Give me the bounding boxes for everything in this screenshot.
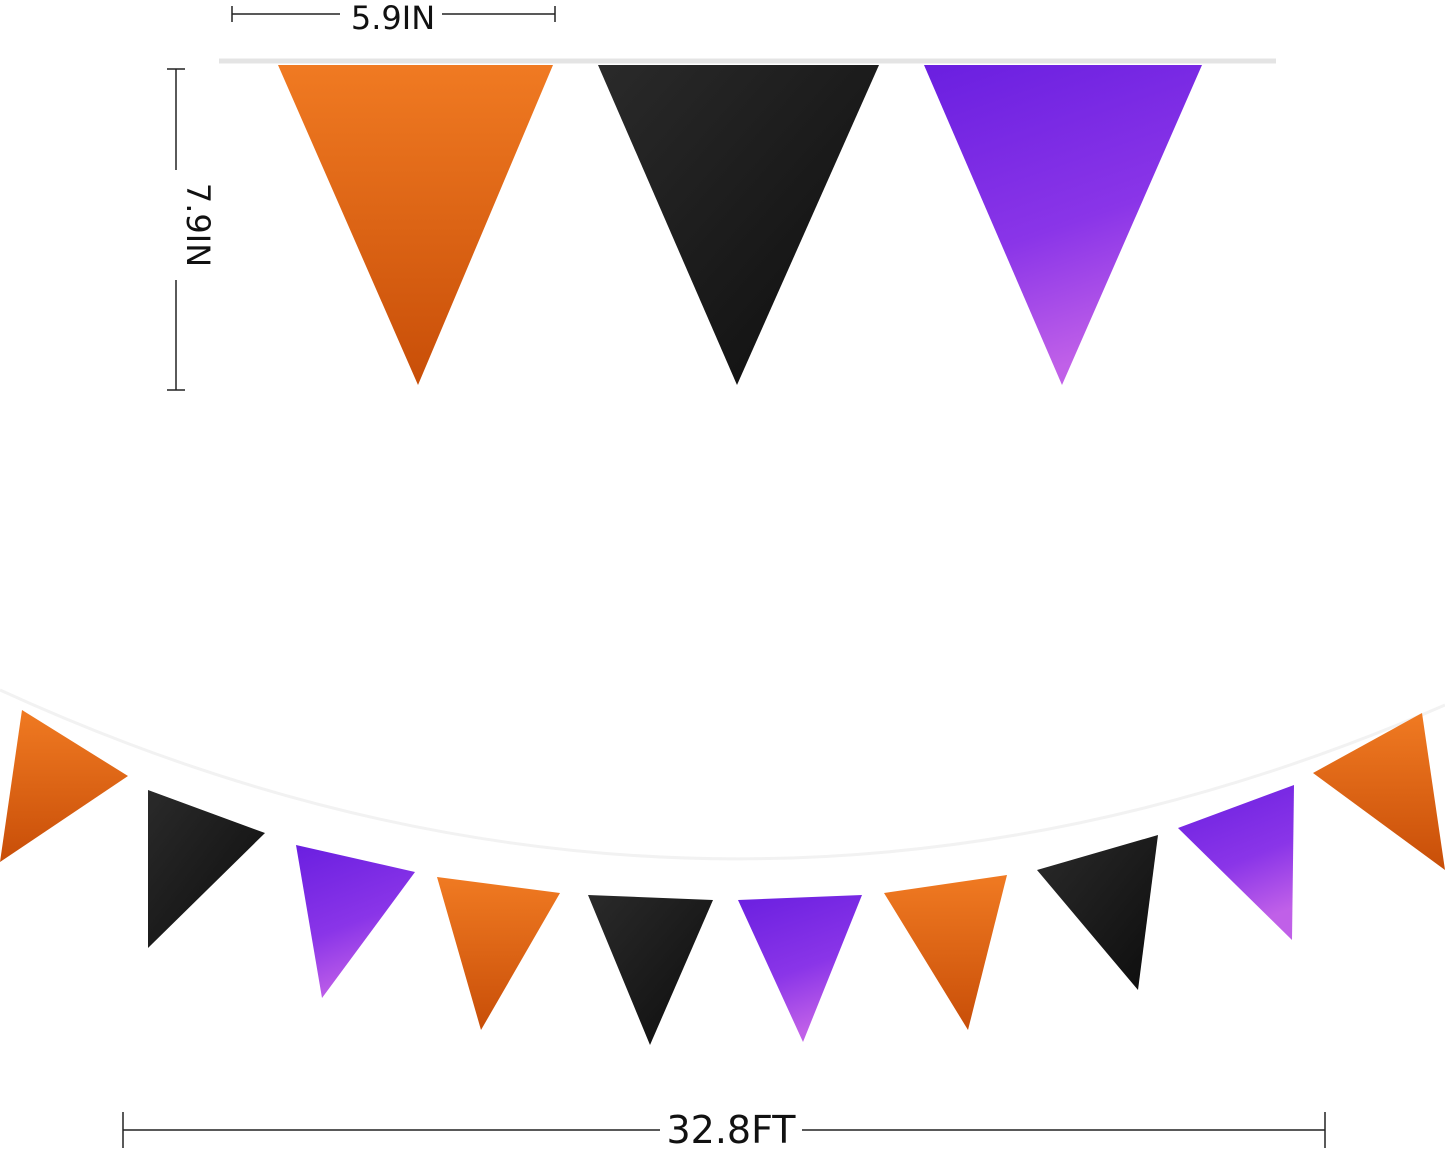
height-label: 7.9IN bbox=[179, 183, 217, 267]
top-flags bbox=[278, 65, 1202, 385]
length-label: 32.8FT bbox=[666, 1108, 796, 1151]
bottom-flags bbox=[0, 710, 1445, 1045]
width-dimension bbox=[231, 6, 556, 22]
black-pennant-flag bbox=[598, 65, 879, 385]
orange-pennant-flag bbox=[0, 710, 128, 862]
black-pennant-flag bbox=[588, 895, 713, 1045]
purple-pennant-flag bbox=[924, 65, 1202, 385]
height-dimension bbox=[167, 68, 185, 391]
width-label: 5.9IN bbox=[351, 0, 435, 37]
purple-pennant-flag bbox=[1178, 785, 1294, 940]
orange-pennant-flag bbox=[1313, 713, 1445, 870]
bottom-string bbox=[0, 688, 1445, 861]
purple-pennant-flag bbox=[738, 895, 862, 1042]
black-pennant-flag bbox=[148, 790, 265, 948]
orange-pennant-flag bbox=[278, 65, 553, 385]
length-dimension bbox=[122, 1112, 1326, 1148]
purple-pennant-flag bbox=[296, 845, 415, 998]
orange-pennant-flag bbox=[437, 877, 560, 1030]
orange-pennant-flag bbox=[884, 875, 1007, 1030]
black-pennant-flag bbox=[1037, 835, 1158, 990]
